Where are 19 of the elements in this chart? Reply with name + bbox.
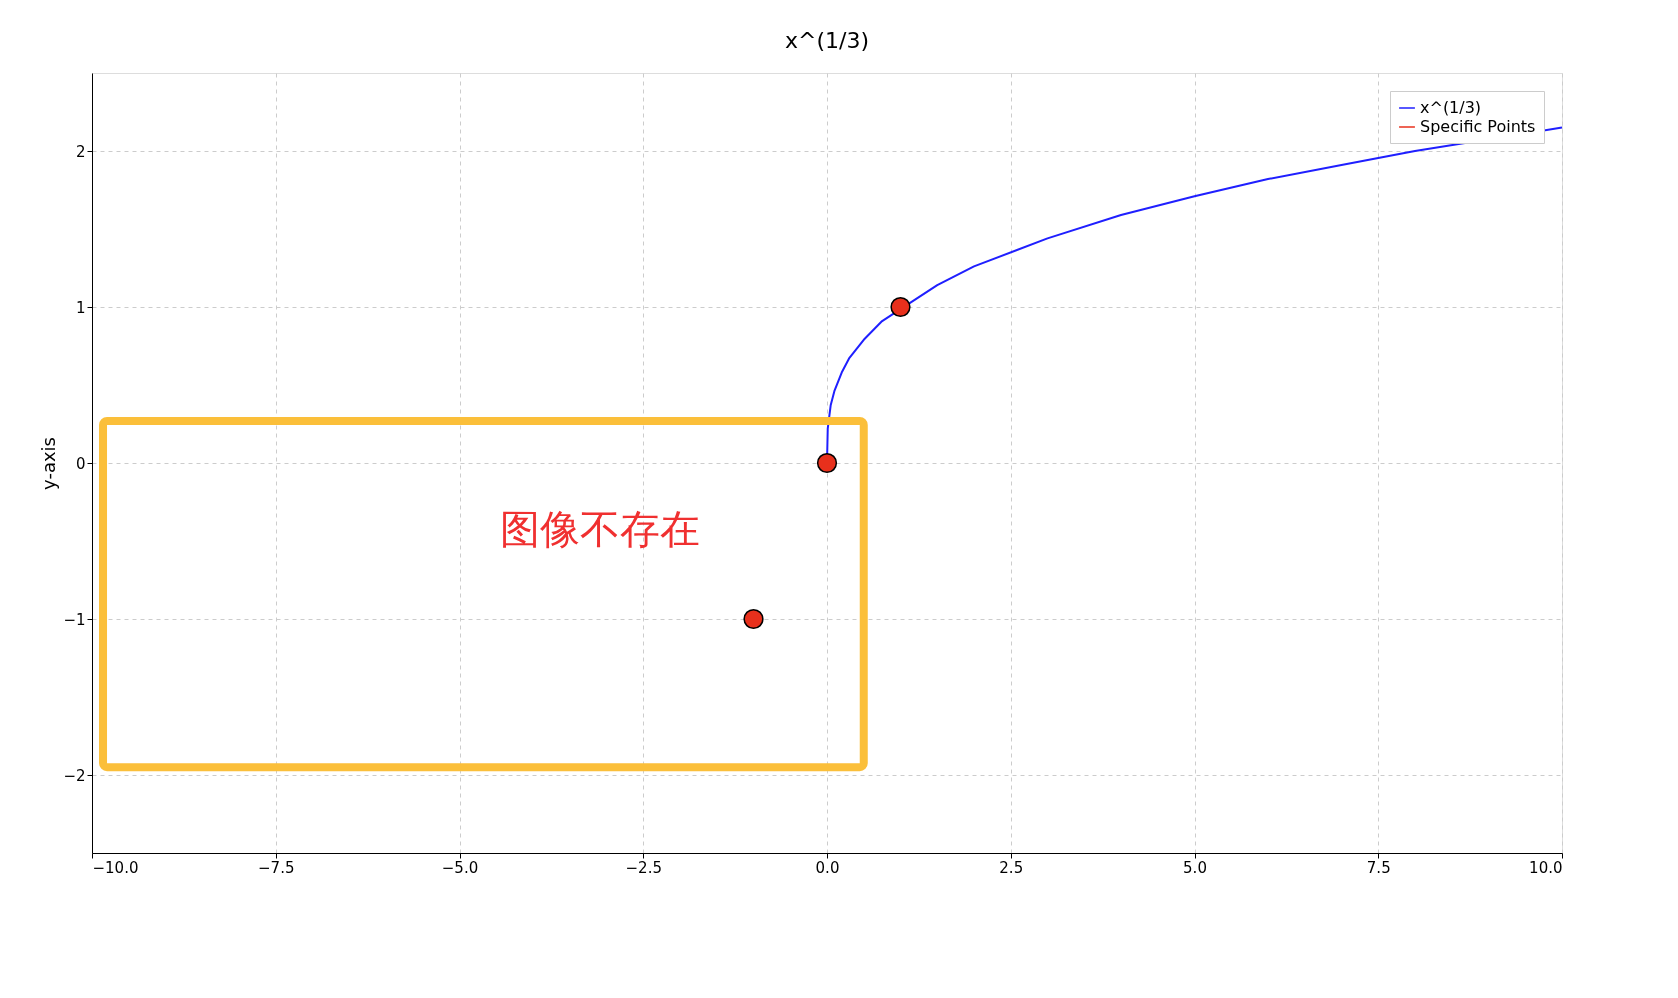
x-tick-label: 10.0 xyxy=(1529,858,1563,877)
x-tick-label: −5.0 xyxy=(441,858,479,877)
x-tick-label: 0.0 xyxy=(815,858,840,877)
x-tick-label: 5.0 xyxy=(1183,858,1207,877)
y-tick-label: 2 xyxy=(75,142,86,161)
x-tick-label: 2.5 xyxy=(999,858,1024,877)
y-tick-label: 1 xyxy=(75,298,86,317)
annotation: 图像不存在 xyxy=(500,506,700,552)
y-tick-label: −1 xyxy=(63,610,86,629)
y-tick-label: 0 xyxy=(75,454,86,473)
y-axis-title: y-axis xyxy=(38,437,60,490)
x-tick-label: −10.0 xyxy=(92,858,139,877)
legend-label: Specific Points xyxy=(1420,117,1536,136)
chart-title: x^(1/3) xyxy=(784,28,870,53)
y-tick-label: −2 xyxy=(63,766,86,785)
x-tick-label: −7.5 xyxy=(258,858,295,877)
legend-label: x^(1/3) xyxy=(1420,98,1482,117)
x-tick-label: 7.5 xyxy=(1366,858,1391,877)
x-tick-label: −2.5 xyxy=(625,858,662,877)
